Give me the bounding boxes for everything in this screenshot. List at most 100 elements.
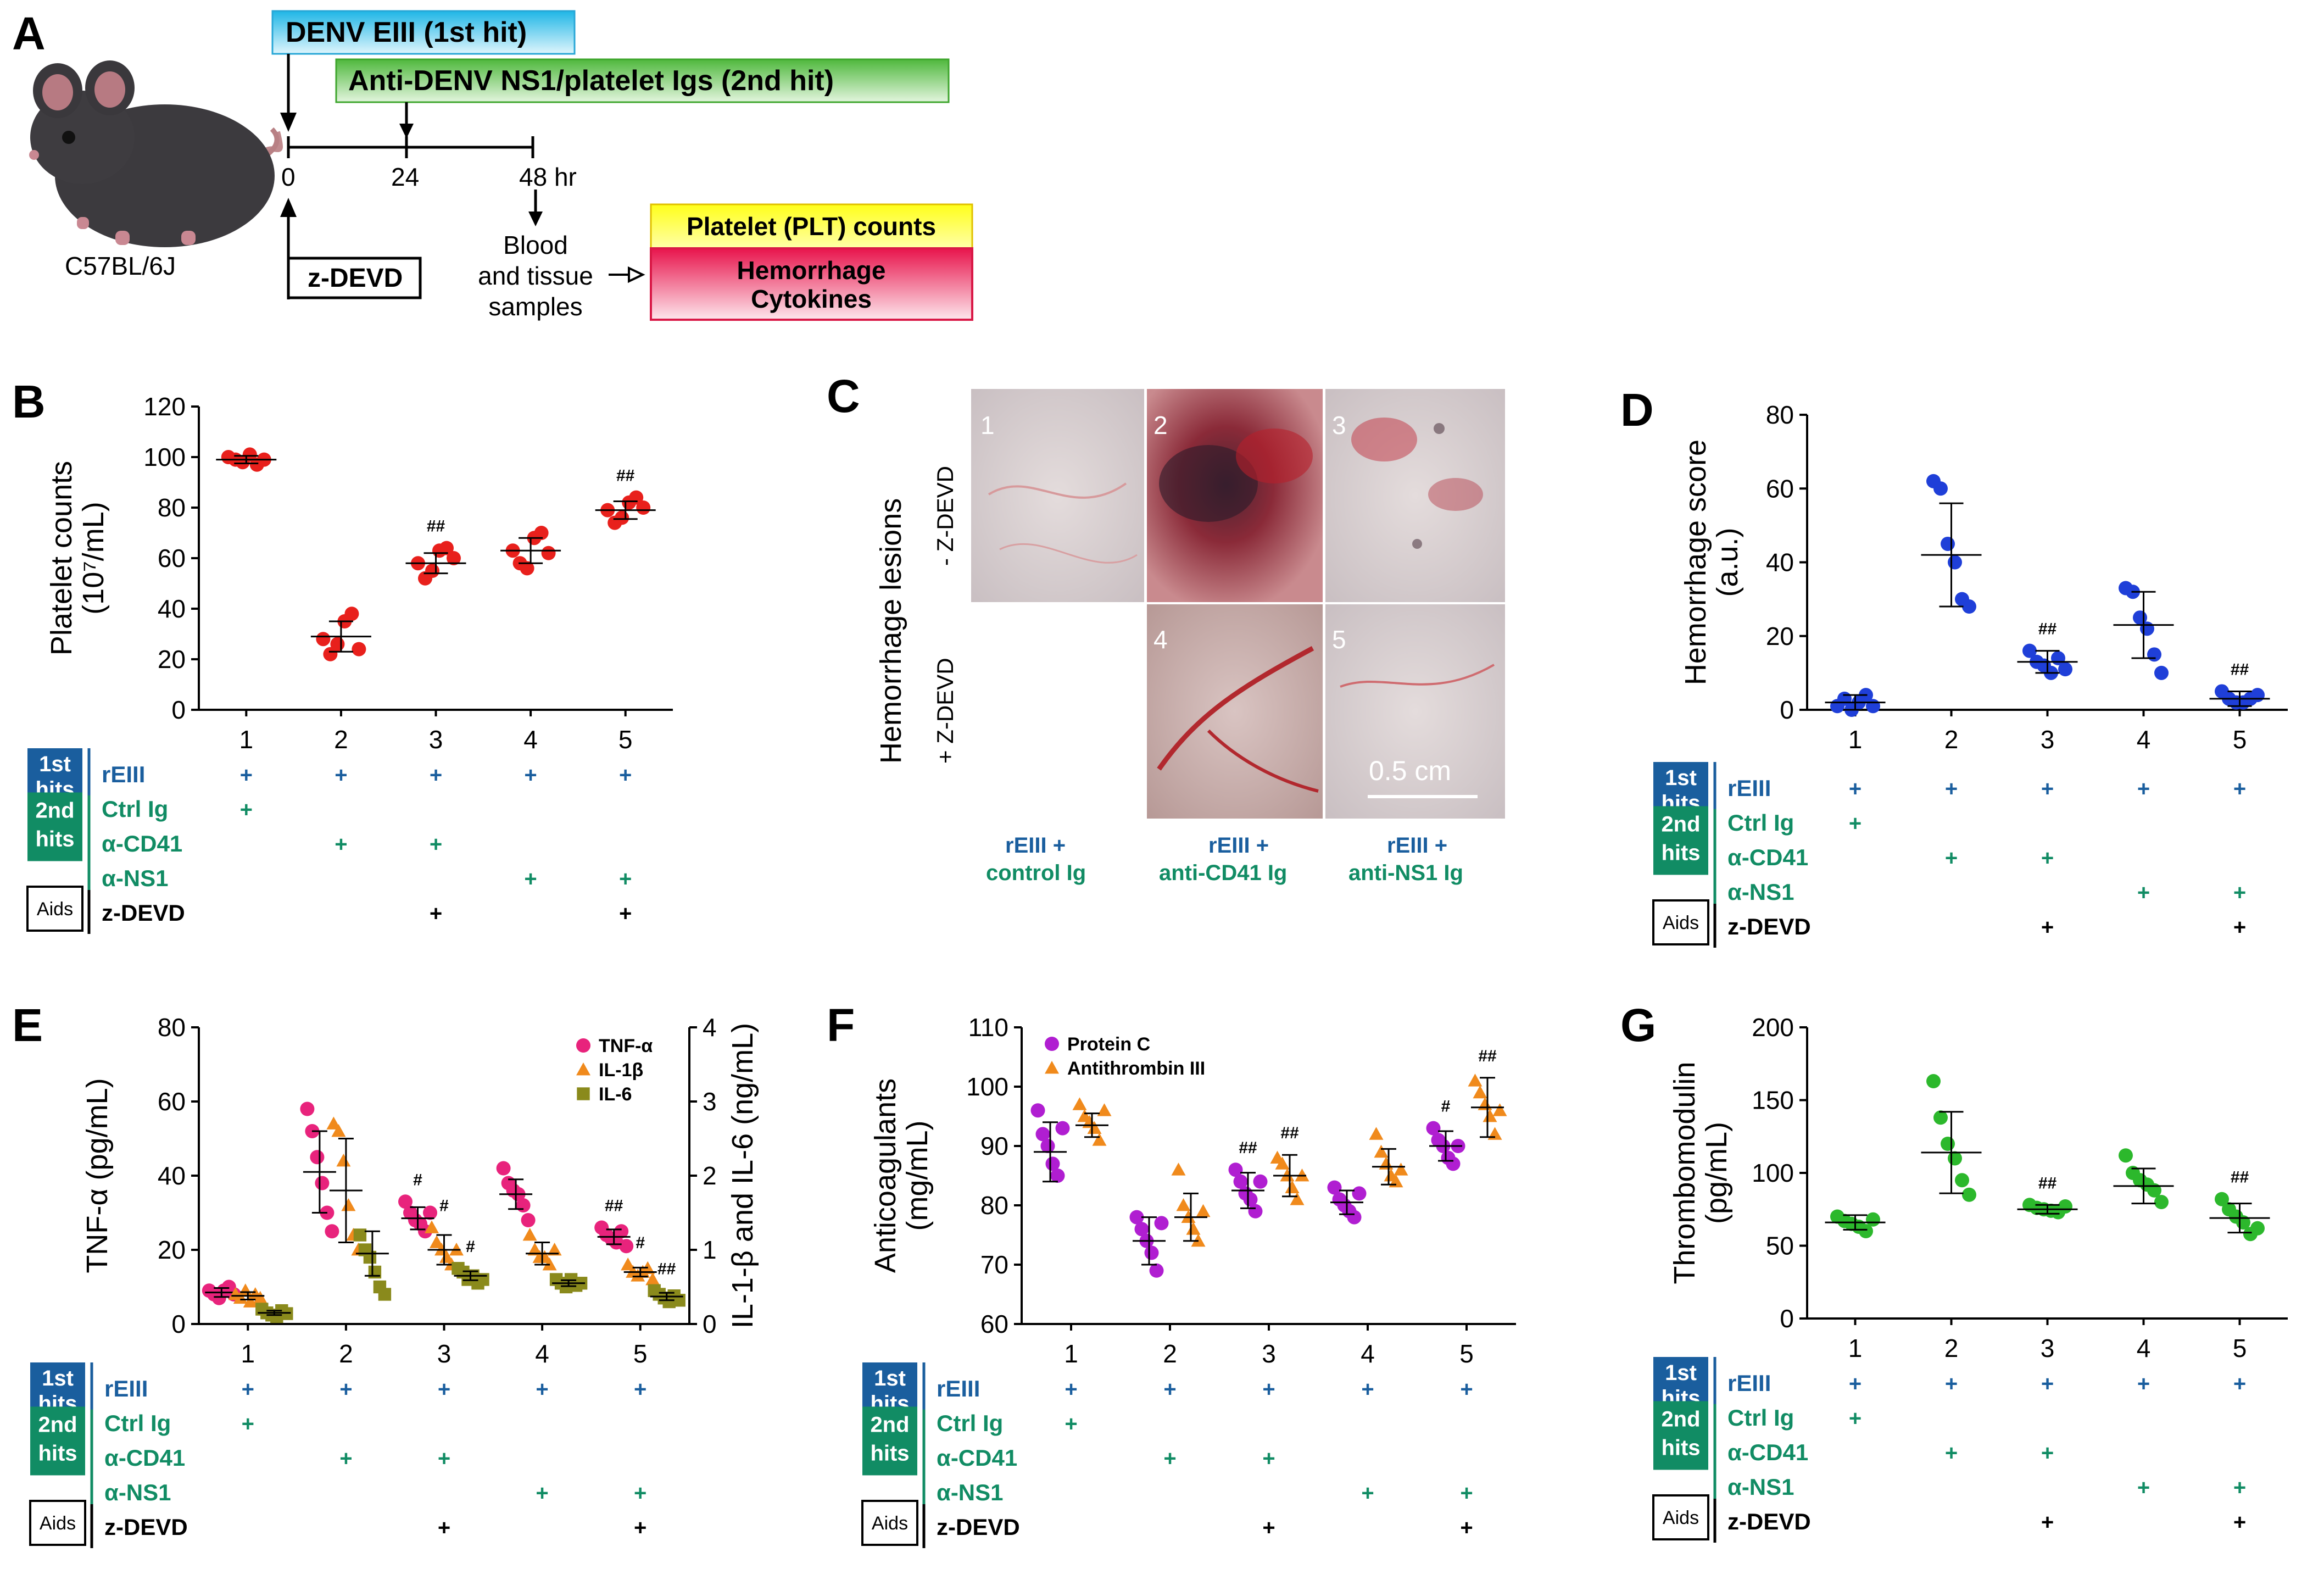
chart-f-point-s2-g4: [1394, 1162, 1408, 1176]
chart-f-hits2-badge-l2: hits: [870, 1441, 909, 1465]
chart-f-hits1-badge-l1: 1st: [874, 1366, 906, 1390]
hemorrhage-label: Hemorrhage: [737, 256, 886, 285]
photo-tile-3: [1325, 389, 1505, 602]
chart-d-row-reiii: rEIII: [1727, 775, 1771, 801]
chart-d-xtick-label: 4: [2137, 725, 2151, 754]
chart-d-hits2-badge-l1: 2nd: [1661, 812, 1700, 836]
chart-b-ylabel-line2: (10⁷/mL): [77, 502, 110, 615]
chart-f: F 60 70 80 90 100 110 1 2 3 4 5 Anticoagulants(mg/mL…: [827, 999, 1516, 1548]
chart-e-point-s2-g2: [336, 1154, 351, 1167]
chart-b-ylabel-line1: Platelet counts: [45, 461, 78, 655]
chart-b-point-s1-g2: [344, 607, 359, 621]
chart-f-xtick-label: 4: [1361, 1339, 1375, 1368]
chart-b-plus-r4-g3: +: [430, 902, 442, 926]
blood-line2: and tissue: [478, 262, 593, 290]
chart-e-point-s1-g2: [300, 1101, 315, 1116]
chart-d-plus-r0-g2: +: [1945, 777, 1958, 801]
photo-plus-zdevd: + Z-DEVD: [932, 658, 958, 764]
chart-e-plus-r0-g1: +: [242, 1377, 254, 1401]
chart-g-xtick-label: 2: [1944, 1334, 1959, 1362]
chart-b-ytick-label: 20: [158, 645, 186, 674]
chart-f-legend-marker-1: [1045, 1037, 1059, 1051]
chart-e-plus-r3-g5: +: [634, 1481, 647, 1505]
chart-f-point-s1-g1: [1045, 1156, 1060, 1171]
plt-box: [650, 203, 973, 249]
chart-e-point-s2-g3: [430, 1235, 444, 1248]
chart-f-row-reiii: rEIII: [937, 1376, 980, 1401]
chart-d-row-cd41: α-CD41: [1727, 844, 1808, 870]
chart-g-point-s1-g3: [2058, 1199, 2072, 1214]
chart-d-hits2-badge: [1653, 806, 1708, 875]
chart-d-point-s1-g2: [1941, 536, 1955, 551]
chart-b-ytick-label: 40: [158, 594, 186, 623]
chart-d-plus-r0-g3: +: [2041, 777, 2054, 801]
chart-e-point-s2-g4: [547, 1243, 562, 1256]
chart-d-ytick-label: 80: [1766, 400, 1794, 429]
chart-e-y2tick-label: 0: [703, 1310, 717, 1338]
chart-g-plus-r0-g5: +: [2233, 1372, 2246, 1396]
panel-letter-a: A: [12, 8, 46, 59]
chart-f-plus-r2-g3: +: [1262, 1447, 1275, 1471]
chart-g-xtick-label: 5: [2233, 1334, 2247, 1362]
chart-e-point-s1-g2: [325, 1224, 339, 1239]
chart-b-xtick-label: 1: [239, 725, 254, 754]
chart-g-plus-r4-g5: +: [2233, 1510, 2246, 1534]
chart-f-plus-r3-g4: +: [1361, 1481, 1374, 1505]
chart-d-plus-r1-g1: +: [1849, 811, 1862, 836]
chart-e-legend-label-1: TNF-α: [599, 1036, 653, 1056]
chart-d-point-s1-g4: [2154, 665, 2169, 680]
mouse-illustration: [29, 60, 283, 247]
chart-d-plus-r0-g1: +: [1849, 777, 1862, 801]
chart-f-aids-label: Aids: [872, 1513, 908, 1534]
chart-e-hits2-badge-l2: hits: [38, 1441, 77, 1465]
chart-e-y2tick-label: 3: [703, 1087, 717, 1116]
chart-e-plus-r0-g5: +: [634, 1377, 647, 1401]
chart-e-point-s1-g2: [315, 1176, 330, 1190]
chart-b-point-s1-g4: [520, 561, 534, 576]
chart-e-row-cd41: α-CD41: [104, 1445, 185, 1471]
chart-f-point-s1-g3: [1233, 1174, 1248, 1189]
chart-f-point-s1-g1: [1035, 1127, 1050, 1142]
chart-f-ytick-label: 80: [980, 1191, 1008, 1220]
blood-line3: samples: [488, 292, 582, 321]
chart-e-point-s2-g1: [233, 1290, 248, 1304]
chart-e-aids-badge: [29, 1500, 86, 1546]
chart-b-point-s1-g2: [316, 632, 331, 647]
chart-e-hits2-badge: [30, 1406, 85, 1476]
photo-caption-2a: rEIII +: [1208, 833, 1269, 858]
chart-d-ytick-label: 0: [1780, 696, 1794, 724]
chart-f-legend-label-1: Protein C: [1067, 1034, 1150, 1055]
chart-d-ylabel-line1: Hemorrhage score: [1679, 439, 1712, 685]
chart-f-point-s1-g4: [1327, 1180, 1342, 1195]
chart-b-plus-r1-g1: +: [240, 798, 253, 822]
chart-f-point-s2-g2: [1176, 1198, 1191, 1211]
chart-d-row-ctrl: Ctrl Ig: [1727, 810, 1794, 836]
chart-g-panel-letter: G: [1620, 999, 1656, 1051]
chart-e-legend-label-2: IL-1β: [599, 1060, 643, 1081]
chart-g-sig-s1-g5: ##: [2231, 1169, 2249, 1187]
chart-e-sig-s3-g5: ##: [657, 1260, 676, 1278]
chart-b-plus-r0-g1: +: [240, 763, 253, 787]
chart-f-plus-r0-g5: +: [1460, 1377, 1473, 1401]
chart-b-plus-r2-g2: +: [335, 832, 347, 856]
chart-b-plus-r4-g5: +: [619, 902, 632, 926]
chart-f-point-s1-g3: [1243, 1192, 1258, 1207]
chart-b-aids-label: Aids: [37, 899, 73, 920]
chart-d-row-ns1: α-NS1: [1727, 879, 1794, 905]
chart-g-aids-label: Aids: [1663, 1507, 1699, 1528]
chart-g-row-cd41: α-CD41: [1727, 1439, 1808, 1465]
chart-e-y2label: IL-1-β and IL-6 (ng/mL): [726, 1023, 759, 1328]
chart-e-legend-marker-2: [576, 1062, 590, 1076]
chart-e-xtick-label: 2: [339, 1339, 353, 1368]
chart-g-hits2-badge-l2: hits: [1661, 1436, 1700, 1460]
chart-g-ylabel-line1: Thrombomodulin: [1668, 1061, 1701, 1284]
chart-f-row-ctrl: Ctrl Ig: [937, 1410, 1003, 1436]
chart-g-ylabel-line2: (pg/mL): [1700, 1122, 1733, 1224]
chart-e-point-s3-g2: [353, 1228, 367, 1242]
chart-f-ylabel-line1: Anticoagulants: [869, 1078, 902, 1273]
photo-tile-4: [1147, 604, 1323, 819]
chart-e-point-s1-g5: [614, 1224, 629, 1239]
chart-b-row-ns1: α-NS1: [102, 865, 169, 891]
chart-e-legend-marker-3: [577, 1087, 590, 1100]
chart-f-ytick-label: 100: [966, 1072, 1008, 1101]
